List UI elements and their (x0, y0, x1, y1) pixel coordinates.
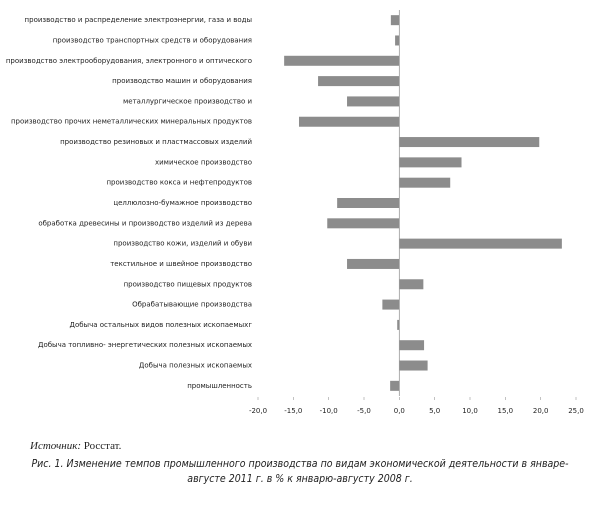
caption: Рис. 1. Изменение темпов промышленного п… (31, 458, 569, 485)
bar (390, 15, 400, 26)
x-tick-label: 0,0 (394, 407, 405, 415)
y-tick-label: производство транспортных средств и обор… (53, 36, 252, 44)
source-label: Источник: (30, 440, 81, 452)
y-tick-label: производство машин и оборудования (112, 77, 252, 85)
bar (347, 96, 400, 107)
x-tick-label: 15,0 (498, 407, 514, 415)
x-tick-label: -15,0 (284, 407, 302, 415)
x-tick-label: -10,0 (320, 407, 338, 415)
x-tick-label: 25,0 (568, 407, 584, 415)
bar (284, 55, 400, 66)
bar (399, 177, 451, 188)
x-tick-label: 20,0 (533, 407, 549, 415)
bar (395, 35, 400, 46)
bar (318, 76, 400, 87)
y-tick-label: производство электрооборудования, электр… (6, 57, 252, 65)
y-tick-label: производство кокса и нефтепродуктов (106, 179, 252, 187)
y-tick-label: производство пищевых продуктов (124, 280, 252, 288)
chart: -20,0 -15,0 -10,0 -5,0 0,0 5,0 10,0 15,0 20,0 25,… (6, 10, 584, 415)
y-tick-label: промышленность (187, 382, 252, 390)
bar (399, 137, 540, 148)
y-tick-label: Добыча полезных ископаемых (139, 362, 252, 370)
x-tick-label: 5,0 (429, 407, 440, 415)
y-tick-label: целлюлозно-бумажное производство (113, 199, 252, 207)
y-tick-label: производство кожи, изделий и обуви (113, 240, 252, 248)
bar (298, 116, 400, 127)
bar (399, 360, 428, 371)
source: Источник: Росстат. (30, 440, 121, 452)
y-tick-label: химическое производство (155, 158, 252, 166)
y-tick-label: металлургическое производство и (123, 97, 252, 105)
y-tick-label: обработка древесины и производство издел… (38, 219, 252, 227)
y-tick-label: Добыча топливно- энергетических полезных… (38, 341, 252, 349)
bar (390, 380, 400, 391)
bar (399, 279, 424, 290)
y-tick-label: текстильное и швейное производство (110, 260, 252, 268)
y-tick-label: Добыча остальных видов полезных ископаем… (69, 321, 252, 329)
bar (399, 157, 462, 168)
bar (397, 319, 400, 330)
y-tick-label: производство прочих неметаллических мине… (11, 118, 252, 126)
x-tick-label: 10,0 (462, 407, 478, 415)
bar (399, 238, 562, 249)
bar (347, 258, 400, 269)
bar (337, 198, 400, 208)
bar (399, 340, 425, 351)
x-tick-label: -5,0 (357, 407, 371, 415)
y-tick-label: производство и распределение электроэнер… (25, 16, 252, 24)
bar (382, 299, 400, 310)
y-tick-label: производство резиновых и пластмассовых и… (60, 138, 252, 146)
source-text: Росстат. (83, 440, 122, 452)
y-tick-label: Обрабатывающие производства (132, 301, 252, 309)
bar (327, 218, 400, 229)
x-tick-label: -20,0 (249, 407, 267, 415)
